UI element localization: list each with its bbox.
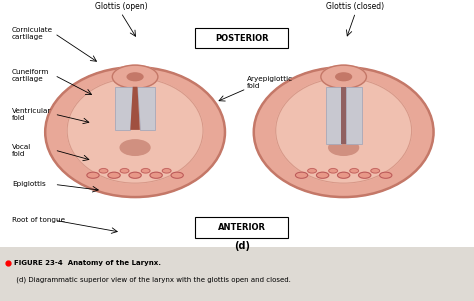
Ellipse shape (336, 73, 352, 81)
Ellipse shape (308, 169, 317, 173)
Ellipse shape (120, 169, 129, 173)
Ellipse shape (108, 172, 120, 178)
Text: Glottis (closed): Glottis (closed) (327, 2, 384, 11)
Text: FIGURE 23-4  Anatomy of the Larynx.: FIGURE 23-4 Anatomy of the Larynx. (14, 260, 161, 266)
Ellipse shape (276, 78, 411, 183)
Ellipse shape (329, 169, 337, 173)
Text: Vocal
fold: Vocal fold (12, 144, 31, 157)
Ellipse shape (150, 172, 162, 178)
Text: (d) Diagrammatic superior view of the larynx with the glottis open and closed.: (d) Diagrammatic superior view of the la… (14, 276, 291, 283)
Ellipse shape (67, 78, 203, 183)
Text: Epiglottis: Epiglottis (12, 182, 46, 188)
Ellipse shape (171, 172, 183, 178)
Polygon shape (130, 87, 140, 130)
Text: Corniculate
cartilage: Corniculate cartilage (12, 27, 53, 40)
Ellipse shape (371, 169, 380, 173)
Ellipse shape (120, 140, 150, 155)
Polygon shape (115, 87, 133, 130)
Text: Glottis (open): Glottis (open) (94, 2, 147, 11)
Ellipse shape (358, 172, 371, 178)
Ellipse shape (141, 169, 150, 173)
Text: Root of tongue: Root of tongue (12, 217, 65, 223)
Polygon shape (341, 87, 346, 144)
Ellipse shape (45, 67, 225, 197)
Polygon shape (137, 87, 155, 130)
FancyBboxPatch shape (0, 8, 474, 247)
Text: (d): (d) (234, 241, 250, 251)
Text: Cuneiform
cartilage: Cuneiform cartilage (12, 69, 49, 82)
Ellipse shape (321, 65, 366, 88)
FancyBboxPatch shape (195, 28, 288, 48)
FancyBboxPatch shape (0, 247, 474, 301)
Ellipse shape (295, 172, 308, 178)
Text: Ventricular
fold: Ventricular fold (12, 108, 51, 121)
FancyBboxPatch shape (195, 217, 288, 237)
Ellipse shape (112, 65, 158, 88)
Polygon shape (326, 87, 341, 144)
Ellipse shape (317, 172, 329, 178)
Ellipse shape (329, 140, 358, 155)
Ellipse shape (162, 169, 171, 173)
Ellipse shape (350, 169, 358, 173)
Ellipse shape (380, 172, 392, 178)
Ellipse shape (129, 172, 141, 178)
Ellipse shape (99, 169, 108, 173)
Ellipse shape (254, 67, 434, 197)
Text: ANTERIOR: ANTERIOR (218, 223, 266, 232)
Text: POSTERIOR: POSTERIOR (215, 34, 269, 43)
Polygon shape (346, 87, 362, 144)
Ellipse shape (127, 73, 143, 81)
Ellipse shape (337, 172, 350, 178)
Ellipse shape (87, 172, 99, 178)
Text: Aryepiglottic
fold: Aryepiglottic fold (246, 76, 292, 89)
